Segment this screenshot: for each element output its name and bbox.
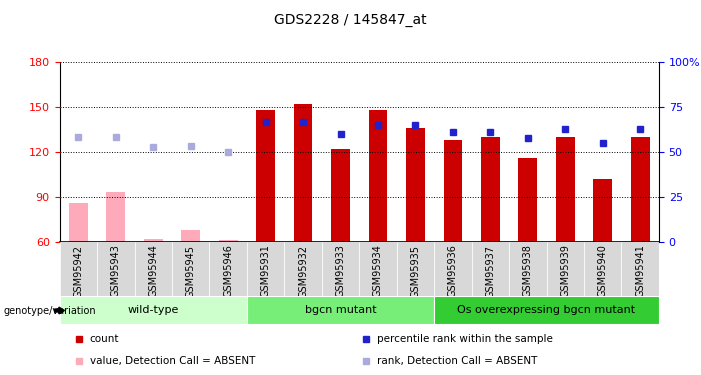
Bar <box>247 242 285 296</box>
Text: GSM95946: GSM95946 <box>223 244 233 297</box>
Bar <box>434 242 472 296</box>
Text: value, Detection Call = ABSENT: value, Detection Call = ABSENT <box>90 356 255 366</box>
Bar <box>481 137 500 242</box>
Bar <box>584 242 622 296</box>
Bar <box>247 296 434 324</box>
Bar <box>434 296 659 324</box>
Text: GSM95934: GSM95934 <box>373 244 383 297</box>
Text: Os overexpressing bgcn mutant: Os overexpressing bgcn mutant <box>458 305 636 315</box>
Text: count: count <box>90 333 119 344</box>
Bar <box>406 128 425 242</box>
Text: GSM95938: GSM95938 <box>523 244 533 297</box>
Bar <box>172 242 210 296</box>
Text: wild-type: wild-type <box>128 305 179 315</box>
Text: GSM95937: GSM95937 <box>485 244 496 298</box>
Bar <box>182 230 200 242</box>
Bar <box>144 239 163 242</box>
Bar <box>631 137 650 242</box>
Bar <box>257 110 275 242</box>
Bar <box>331 149 350 242</box>
Text: GSM95933: GSM95933 <box>336 244 346 297</box>
Bar <box>369 110 388 242</box>
Bar <box>547 242 584 296</box>
Text: GSM95940: GSM95940 <box>598 244 608 297</box>
Text: GSM95943: GSM95943 <box>111 244 121 297</box>
Text: GSM95941: GSM95941 <box>635 244 645 297</box>
Bar <box>69 203 88 242</box>
Bar <box>285 242 322 296</box>
Bar <box>135 242 172 296</box>
Text: GSM95939: GSM95939 <box>560 244 571 297</box>
Bar <box>294 104 313 242</box>
Bar <box>359 242 397 296</box>
Text: bgcn mutant: bgcn mutant <box>305 305 376 315</box>
Text: GSM95944: GSM95944 <box>148 244 158 297</box>
Text: GSM95945: GSM95945 <box>186 244 196 298</box>
Bar <box>60 242 97 296</box>
Text: GSM95931: GSM95931 <box>261 244 271 297</box>
Text: GDS2228 / 145847_at: GDS2228 / 145847_at <box>274 13 427 27</box>
Bar <box>219 240 238 242</box>
Text: GSM95935: GSM95935 <box>411 244 421 298</box>
Text: percentile rank within the sample: percentile rank within the sample <box>377 333 553 344</box>
Bar <box>509 242 547 296</box>
Bar <box>107 192 125 242</box>
Bar <box>210 242 247 296</box>
Bar <box>593 179 612 242</box>
Text: GSM95936: GSM95936 <box>448 244 458 297</box>
Bar <box>556 137 575 242</box>
Bar <box>322 242 359 296</box>
Bar <box>622 242 659 296</box>
Text: GSM95942: GSM95942 <box>74 244 83 298</box>
Text: rank, Detection Call = ABSENT: rank, Detection Call = ABSENT <box>377 356 538 366</box>
Text: GSM95932: GSM95932 <box>298 244 308 298</box>
Bar <box>444 140 462 242</box>
Bar <box>60 296 247 324</box>
Text: genotype/variation: genotype/variation <box>4 306 96 315</box>
Bar <box>397 242 434 296</box>
Bar <box>472 242 509 296</box>
Bar <box>519 158 537 242</box>
Bar <box>97 242 135 296</box>
